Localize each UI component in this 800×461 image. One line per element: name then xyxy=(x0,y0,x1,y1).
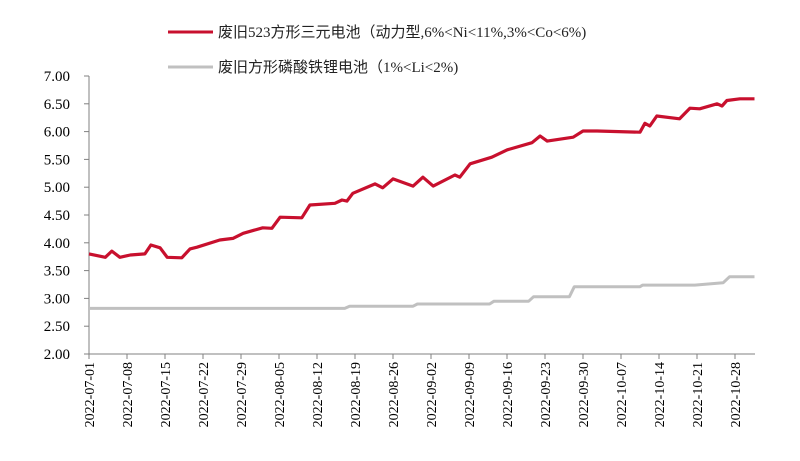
y-tick-label: 4.50 xyxy=(44,208,70,224)
y-tick-label: 5.50 xyxy=(44,152,70,168)
y-tick-label: 3.00 xyxy=(44,291,70,307)
x-tick-label: 2022-09-09 xyxy=(463,362,478,427)
x-tick-label: 2022-10-21 xyxy=(691,362,706,427)
x-tick-label: 2022-08-19 xyxy=(349,362,364,427)
series-line-ncm523 xyxy=(88,97,755,260)
legend-label: 废旧523方形三元电池（动力型,6%<Ni<11%,3%<Co<6%) xyxy=(218,24,586,41)
x-tick-label: 2022-08-05 xyxy=(273,362,288,427)
y-tick-label: 6.00 xyxy=(44,125,70,141)
y-tick-label: 7.00 xyxy=(44,69,70,85)
series-line-lfp xyxy=(89,275,755,310)
x-tick-label: 2022-10-28 xyxy=(729,362,744,427)
legend-label: 废旧方形磷酸铁锂电池（1%<Li<2%) xyxy=(218,59,458,76)
y-tick-label: 3.50 xyxy=(44,264,70,280)
y-axis: 2.00 2.50 3.00 3.50 4.00 4.50 5.00 5.50 6.00 6.50… xyxy=(44,69,90,363)
x-tick-label: 2022-09-16 xyxy=(501,362,516,427)
y-tick-label: 2.00 xyxy=(44,347,70,363)
legend: 废旧523方形三元电池（动力型,6%<Ni<11%,3%<Co<6%) 废旧方形磷… xyxy=(168,24,586,76)
x-axis: 2022-07-01 2022-07-08 2022-07-15 2022-07-22… xyxy=(83,353,755,427)
x-tick-label: 2022-08-26 xyxy=(387,362,402,427)
y-tick-label: 4.00 xyxy=(44,236,70,252)
x-tick-label: 2022-09-02 xyxy=(425,362,440,427)
x-tick-label: 2022-09-30 xyxy=(577,362,592,427)
x-tick-label: 2022-07-22 xyxy=(197,362,212,427)
y-tick-label: 2.50 xyxy=(44,319,70,335)
x-tick-label: 2022-07-29 xyxy=(235,362,250,427)
x-tick-label: 2022-08-12 xyxy=(311,362,326,427)
x-tick-label: 2022-09-23 xyxy=(539,362,554,427)
y-tick-label: 6.50 xyxy=(44,97,70,113)
x-tick-label: 2022-07-01 xyxy=(83,362,98,427)
x-tick-label: 2022-07-08 xyxy=(121,362,136,427)
x-tick-label: 2022-07-15 xyxy=(159,362,174,427)
y-tick-label: 5.00 xyxy=(44,180,70,196)
x-tick-label: 2022-10-07 xyxy=(615,362,630,427)
plot-area xyxy=(88,97,755,310)
x-tick-label: 2022-10-14 xyxy=(653,362,668,427)
